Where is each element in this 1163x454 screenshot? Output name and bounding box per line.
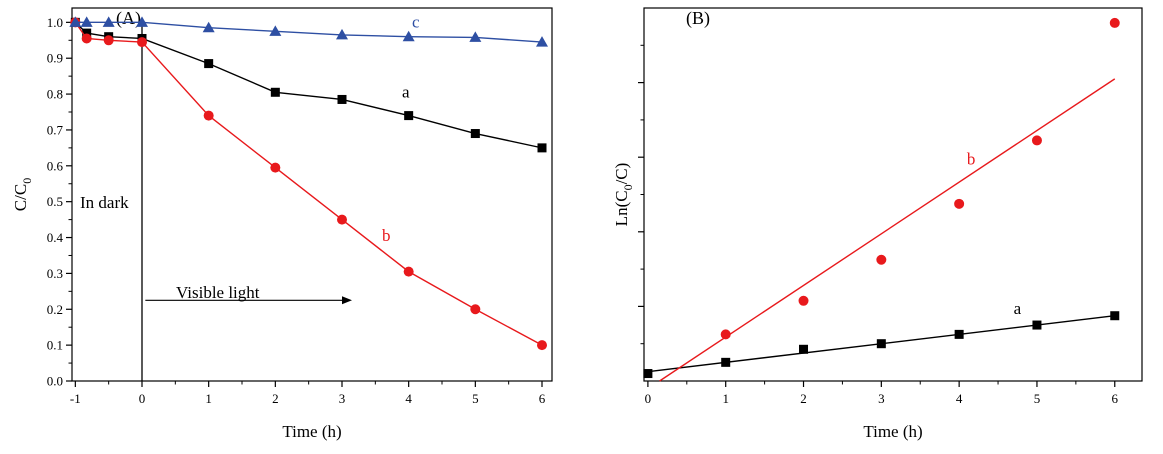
- y-tick-label: 0.5: [47, 194, 63, 209]
- x-axis-title: Time (h): [863, 422, 922, 441]
- y-tick-label: 0.6: [47, 158, 64, 173]
- data-point-a: [470, 129, 480, 139]
- data-point-b: [81, 33, 92, 44]
- y-axis-title-sub: 0: [20, 178, 34, 184]
- data-point-b: [270, 162, 281, 173]
- x-tick-label: -1: [70, 391, 81, 406]
- panel-label: (B): [686, 8, 710, 29]
- panel-a: -1 0 1 2 3 4 5 6 0.0 0.1 0.2 0.3 0.4 0.5 0.6 0.7 0.8 0.9 1…: [11, 7, 553, 441]
- y-tick-label: 0.2: [47, 302, 63, 317]
- series-line-a: [74, 21, 543, 149]
- series-label-b: b: [967, 150, 976, 169]
- series-line-b: [74, 21, 543, 346]
- y-axis-title-tail: /C): [612, 163, 631, 185]
- y-axis-title-main: C/C: [11, 184, 30, 211]
- x-tick-label: 5: [1034, 391, 1041, 406]
- fit-line-b: [659, 78, 1116, 382]
- annotation-in-dark: In dark: [80, 193, 129, 212]
- data-point-c: [69, 16, 82, 27]
- data-point-b: [1031, 135, 1042, 146]
- data-point-a: [1032, 320, 1042, 330]
- x-tick-label: 2: [800, 391, 807, 406]
- data-point-c: [269, 25, 282, 36]
- data-point-a: [404, 111, 414, 121]
- data-point-c: [336, 28, 348, 40]
- data-point-b: [876, 254, 887, 265]
- data-point-b: [954, 198, 965, 209]
- data-point-a: [799, 344, 809, 354]
- data-point-c: [402, 30, 415, 42]
- visible-light-arrow-head: [342, 296, 352, 305]
- y-axis-title: C/C0: [11, 178, 34, 211]
- series-label-a: a: [402, 83, 410, 102]
- x-tick-label: 0: [139, 391, 146, 406]
- x-tick-label: 4: [956, 391, 963, 406]
- series-b: b: [659, 17, 1120, 382]
- data-point-a: [204, 59, 214, 69]
- data-point-b: [720, 329, 731, 340]
- plot-frame: [71, 7, 553, 382]
- plot-frame: [643, 7, 1143, 382]
- x-tick-label: 4: [405, 391, 412, 406]
- data-point-b: [1109, 17, 1120, 28]
- x-tick-label: 2: [272, 391, 279, 406]
- data-point-a: [537, 143, 547, 153]
- data-point-c: [202, 21, 215, 33]
- data-point-c: [469, 31, 482, 42]
- data-point-a: [82, 28, 92, 38]
- y-tick-label: 0.0: [47, 374, 63, 389]
- y-tick-label: 0.8: [47, 87, 63, 102]
- data-point-a: [954, 329, 964, 339]
- annotation-visible-light: Visible light: [176, 283, 260, 302]
- data-point-a: [270, 87, 280, 97]
- panel-label: (A): [116, 8, 141, 29]
- data-point-b: [403, 266, 414, 277]
- x-tick-label: 3: [878, 391, 885, 406]
- y-tick-label: 0.1: [47, 338, 63, 353]
- series-c: c: [69, 13, 548, 47]
- series-line-c: [75, 21, 543, 43]
- x-tick-label: 6: [1112, 391, 1119, 406]
- data-point-b: [337, 214, 347, 225]
- data-point-b: [537, 340, 547, 351]
- data-point-b: [203, 110, 214, 121]
- data-point-b: [137, 37, 147, 48]
- x-tick-label: 0: [645, 391, 652, 406]
- series-a: a: [643, 299, 1120, 379]
- y-tick-label: 0.7: [47, 122, 64, 137]
- x-tick-label: 1: [205, 391, 212, 406]
- data-point-b: [798, 295, 809, 306]
- data-point-a: [876, 339, 886, 349]
- data-point-c: [80, 16, 93, 27]
- y-tick-label: 0.4: [47, 230, 64, 245]
- y-axis-title-main: Ln(C: [612, 190, 631, 226]
- x-tick-label: 3: [339, 391, 346, 406]
- y-tick-label: 0.3: [47, 266, 63, 281]
- data-point-a: [1110, 311, 1120, 321]
- y-tick-label: 1.0: [47, 15, 63, 30]
- data-point-c: [136, 16, 148, 27]
- y-tick-label: 0.9: [47, 51, 63, 66]
- data-point-a: [721, 357, 731, 367]
- data-point-a: [643, 369, 653, 379]
- series-label-c: c: [412, 13, 420, 32]
- data-point-c: [102, 16, 115, 27]
- series-label-b: b: [382, 226, 391, 245]
- x-tick-label: 6: [539, 391, 546, 406]
- y-axis-title-sub: 0: [621, 184, 635, 190]
- data-point-c: [536, 36, 548, 47]
- x-axis-title: Time (h): [282, 422, 341, 441]
- data-point-b: [103, 35, 114, 46]
- data-point-b: [470, 304, 481, 315]
- series-label-a: a: [1014, 299, 1022, 318]
- x-tick-label: 5: [472, 391, 479, 406]
- y-axis-title: Ln(C0/C): [612, 163, 635, 227]
- x-tick-label: 1: [722, 391, 729, 406]
- data-point-a: [337, 94, 347, 104]
